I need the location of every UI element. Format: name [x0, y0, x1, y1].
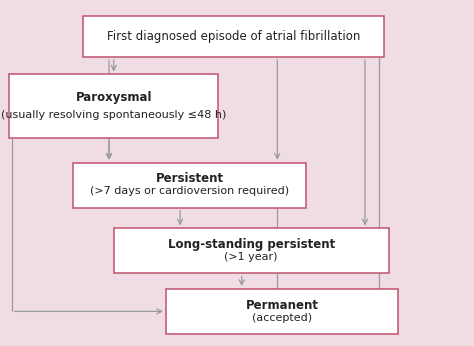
Text: (usually resolving spontaneously ≤48 h): (usually resolving spontaneously ≤48 h) [1, 110, 227, 120]
FancyBboxPatch shape [73, 163, 306, 208]
Text: (>1 year): (>1 year) [225, 252, 278, 262]
FancyBboxPatch shape [114, 228, 389, 273]
FancyBboxPatch shape [83, 16, 384, 57]
FancyBboxPatch shape [9, 74, 218, 138]
Text: (>7 days or cardioversion required): (>7 days or cardioversion required) [90, 186, 289, 197]
Text: Persistent: Persistent [155, 172, 224, 185]
Text: Permanent: Permanent [246, 299, 319, 312]
Text: Paroxysmal: Paroxysmal [75, 91, 152, 104]
FancyBboxPatch shape [166, 289, 398, 334]
Text: First diagnosed episode of atrial fibrillation: First diagnosed episode of atrial fibril… [107, 30, 360, 43]
Text: Long-standing persistent: Long-standing persistent [168, 238, 335, 251]
Text: (accepted): (accepted) [252, 313, 312, 323]
